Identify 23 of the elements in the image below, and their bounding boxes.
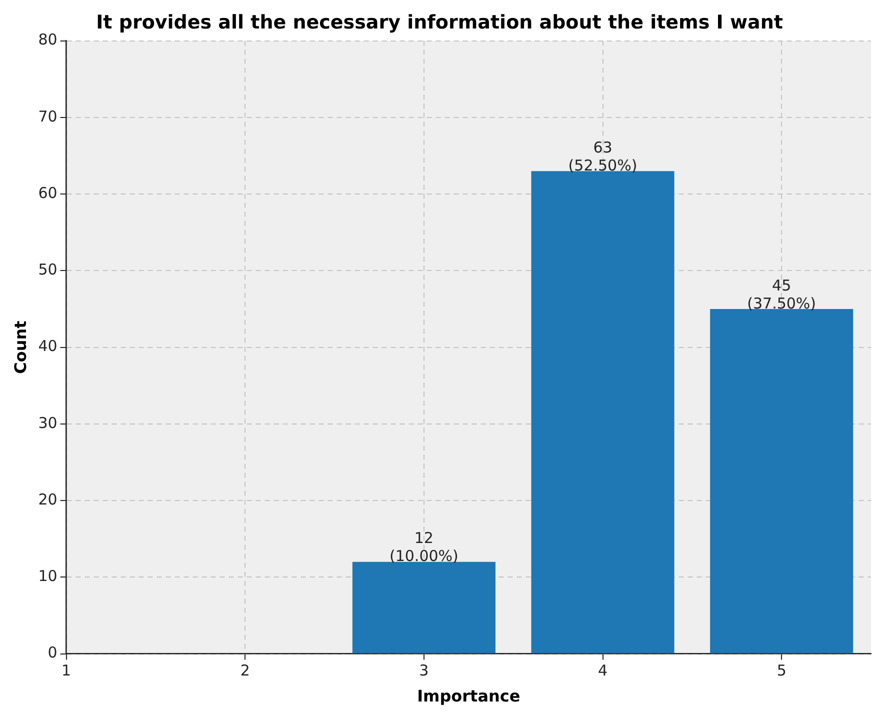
bar: [531, 171, 674, 654]
data-label: 63 (52.50%): [568, 138, 638, 174]
chart-title: It provides all the necessary information about the items I want: [96, 11, 783, 34]
data-label: 12 (10.00%): [389, 529, 458, 566]
x-tick-label: 3: [419, 662, 429, 680]
y-tick-label: 40: [38, 337, 58, 356]
x-axis-title: Importance: [417, 686, 520, 706]
y-tick-label: 30: [38, 414, 58, 432]
x-tick-label: 2: [240, 662, 250, 680]
y-tick-label: 0: [48, 644, 58, 662]
x-tick-label: 4: [598, 662, 608, 680]
bar: [352, 562, 496, 654]
y-axis-title: Count: [10, 320, 30, 374]
y-tick-label: 80: [38, 30, 58, 49]
y-tick-label: 70: [38, 107, 58, 126]
x-tick-label: 5: [776, 662, 786, 680]
y-tick-label: 50: [38, 260, 58, 279]
data-label: 45 (37.50%): [747, 276, 816, 312]
bar: [710, 308, 854, 654]
y-tick-label: 60: [38, 184, 58, 202]
y-tick-label: 20: [38, 490, 58, 508]
x-tick-label: 1: [62, 662, 72, 680]
y-tick-label: 10: [38, 567, 58, 586]
